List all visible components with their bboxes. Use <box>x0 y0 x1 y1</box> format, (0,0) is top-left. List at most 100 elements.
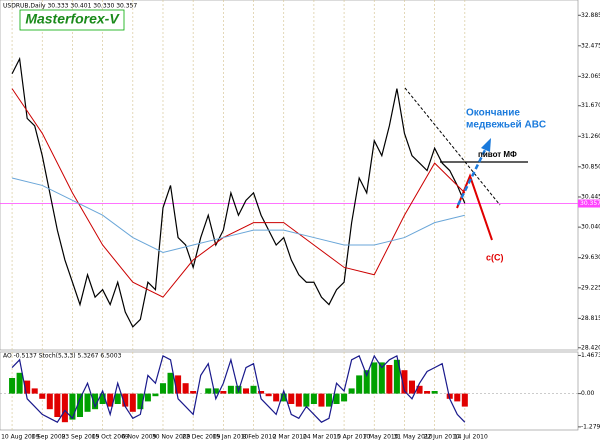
ao-bar <box>84 393 91 412</box>
ao-bar <box>416 385 423 394</box>
forecast-arrow <box>456 147 488 206</box>
chart-title: USDRUB,Daily 30.333 30.401 30.330 30.357 <box>3 3 137 10</box>
indicator-panel <box>0 351 579 431</box>
ao-bar <box>348 388 355 394</box>
x-tick-label: 7 May 2010 <box>363 434 398 441</box>
y-tick-label: 29.225 <box>581 284 600 291</box>
ao-bar <box>99 393 106 404</box>
ao-bar <box>54 393 61 417</box>
series-line <box>11 177 465 253</box>
ao-bar <box>393 359 400 394</box>
ao-bar <box>333 393 340 404</box>
ao-bar <box>24 380 31 394</box>
annotation: Окончание <box>466 108 520 119</box>
annotation: пивот МФ <box>478 150 517 159</box>
ao-bar <box>356 375 363 394</box>
y-tick-label: 32.065 <box>581 73 600 80</box>
y-tick-label: 28.815 <box>581 315 600 322</box>
price-panel <box>0 0 579 351</box>
ao-bar <box>205 388 212 394</box>
ao-bar <box>273 393 280 402</box>
annotation: c(C) <box>486 252 504 262</box>
last-price-box <box>578 199 600 208</box>
y-tick-label: 30.445 <box>581 193 600 200</box>
ao-bar <box>129 393 136 412</box>
ao-bar <box>242 388 250 394</box>
ao-bar <box>265 393 272 397</box>
ao-bar <box>182 383 189 394</box>
ao-bar <box>461 393 468 407</box>
ao-bar <box>159 383 167 394</box>
ao-bar <box>378 362 385 394</box>
ao-bar <box>61 393 68 423</box>
ao-bar <box>341 393 348 402</box>
annotation: медвежьей ABC <box>466 120 546 131</box>
x-tick-label: 14 Jul 2010 <box>454 434 488 441</box>
ao-bar <box>303 393 310 407</box>
arrow-head <box>481 138 491 152</box>
ao-bar <box>318 393 325 407</box>
ao-bar <box>137 393 144 410</box>
series-line <box>11 56 466 328</box>
indicator-title: AO -0.5137 Stoch(5,3,3) 5.3267 6.5003 <box>3 353 122 360</box>
y-tick-label: 32.475 <box>581 42 600 49</box>
ao-bar <box>212 388 219 394</box>
ao-bar <box>114 393 121 404</box>
trend-line <box>404 87 501 206</box>
y-tick-label: 32.885 <box>581 12 600 19</box>
x-tick-label: 1 Sep 2009 <box>31 434 65 441</box>
x-tick-label: 6 Nov 2009 <box>122 434 157 441</box>
x-tick-label: 15 Apr 2010 <box>333 434 370 441</box>
ao-bar <box>295 393 302 407</box>
y-tick-label: -1.2799 <box>581 423 600 430</box>
ao-bar <box>144 393 151 402</box>
ao-bar <box>175 375 182 394</box>
ao-bar <box>371 362 378 394</box>
x-tick-label: 31 May 2010 <box>393 434 432 441</box>
logo-box <box>19 9 125 31</box>
ao-bar <box>280 393 287 402</box>
ao-bar <box>431 391 438 394</box>
y-tick-label: 0.00 <box>581 390 595 397</box>
ao-bar <box>167 372 174 394</box>
ao-bar <box>9 378 16 394</box>
ao-bar <box>310 393 317 404</box>
x-tick-label: 22 Jun 2010 <box>424 434 460 441</box>
ao-bar <box>152 393 159 397</box>
x-tick-label: 30 Nov 2009 <box>152 434 191 441</box>
ao-bar <box>227 385 234 394</box>
ao-bar <box>107 393 114 407</box>
stoch-line <box>11 354 466 423</box>
ao-bar <box>39 393 46 399</box>
ao-bar <box>190 391 197 394</box>
y-tick-label: 28.420 <box>581 344 600 351</box>
ao-bar <box>386 365 393 394</box>
ao-bar <box>424 391 431 394</box>
ao-bar <box>76 393 84 417</box>
ao-bar <box>31 388 38 394</box>
y-tick-label: 31.260 <box>581 133 600 140</box>
ao-bar <box>408 380 416 394</box>
ao-bar <box>250 385 257 394</box>
x-tick-label: 23 Sep 2009 <box>61 434 99 441</box>
y-tick-label: 30.040 <box>581 224 600 231</box>
x-tick-label: 15 Oct 2009 <box>92 434 129 441</box>
x-tick-label: 10 Aug 2009 <box>1 434 40 441</box>
series-line <box>11 88 466 298</box>
logo: Masterforex-V <box>25 11 120 27</box>
y-tick-label: 29.630 <box>581 254 600 261</box>
ao-bar <box>258 391 265 394</box>
ao-bar <box>401 370 408 394</box>
ao-bar <box>46 393 53 410</box>
ao-bar <box>454 393 461 402</box>
ao-bar <box>92 393 99 410</box>
ao-bar <box>69 393 76 420</box>
x-tick-label: 2 Mar 2010 <box>273 434 307 441</box>
x-tick-label: 8 Feb 2010 <box>243 434 277 441</box>
x-tick-label: 15 Jan 2010 <box>212 434 248 441</box>
y-tick-label: 1.4673 <box>581 352 600 359</box>
x-tick-label: 24 Mar 2010 <box>303 434 341 441</box>
y-tick-label: 30.850 <box>581 163 600 170</box>
